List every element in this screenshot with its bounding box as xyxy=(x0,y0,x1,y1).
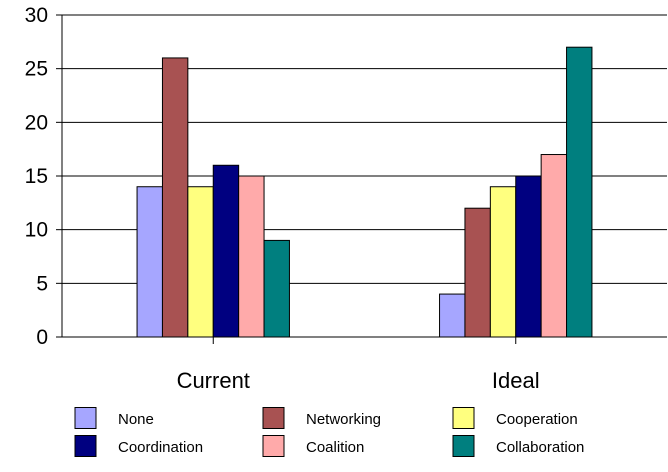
bar-ideal-coalition xyxy=(540,154,568,338)
bar-current-none xyxy=(136,186,163,338)
y-tick-label-0: 0 xyxy=(36,326,48,349)
bar-ideal-none xyxy=(439,293,466,338)
legend-label-none: None xyxy=(118,411,154,428)
legend-item-networking: Networking xyxy=(262,407,381,429)
y-tick-label-20: 20 xyxy=(25,111,48,134)
y-tick-label-30: 30 xyxy=(25,4,48,27)
legend-swatch-cooperation xyxy=(452,407,475,429)
legend-label-cooperation: Cooperation xyxy=(496,411,578,428)
bar-ideal-collaboration xyxy=(566,46,593,338)
legend-swatch-coordination xyxy=(74,435,97,457)
bar-current-networking xyxy=(161,57,189,338)
legend-item-none: None xyxy=(74,407,154,429)
legend: None Networking Cooperation Coordination Coa… xyxy=(74,407,584,457)
legend-swatch-coalition xyxy=(262,435,285,457)
bar-current-coordination xyxy=(212,164,240,338)
x-category-label-ideal: Ideal xyxy=(492,368,540,393)
bar-ideal-coordination xyxy=(515,175,542,338)
legend-item-coordination: Coordination xyxy=(74,435,203,457)
legend-label-networking: Networking xyxy=(306,411,381,428)
x-category-label-current: Current xyxy=(177,368,250,393)
legend-swatch-none xyxy=(74,407,97,429)
bar-current-collaboration xyxy=(263,239,290,338)
y-tick-label-10: 10 xyxy=(25,219,48,242)
legend-item-cooperation: Cooperation xyxy=(452,407,578,429)
legend-swatch-networking xyxy=(262,407,285,429)
legend-swatch-collaboration xyxy=(452,435,475,457)
legend-label-collaboration: Collaboration xyxy=(496,439,584,456)
legend-label-coordination: Coordination xyxy=(118,439,203,456)
axes xyxy=(56,14,667,344)
y-tick-label-25: 25 xyxy=(25,58,48,81)
legend-item-collaboration: Collaboration xyxy=(452,435,584,457)
x-category-labels: Current Ideal xyxy=(177,368,540,393)
y-tick-label-5: 5 xyxy=(36,272,48,295)
legend-label-coalition: Coalition xyxy=(306,439,364,456)
bar-ideal-networking xyxy=(464,207,491,338)
y-tick-label-15: 15 xyxy=(25,165,48,188)
legend-item-coalition: Coalition xyxy=(262,435,364,457)
bar-ideal-cooperation xyxy=(489,186,517,338)
bar-current-coalition xyxy=(238,175,265,338)
bar-current-cooperation xyxy=(187,186,214,338)
bars xyxy=(136,46,593,338)
y-tick-labels: 0 5 10 15 20 25 30 xyxy=(25,4,48,349)
